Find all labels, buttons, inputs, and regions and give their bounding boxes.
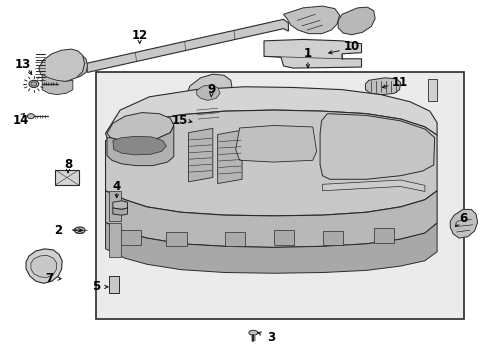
Polygon shape xyxy=(235,126,316,162)
Text: 13: 13 xyxy=(15,58,31,71)
Ellipse shape xyxy=(31,82,37,86)
Polygon shape xyxy=(107,113,173,141)
Polygon shape xyxy=(337,7,374,35)
Bar xyxy=(120,230,141,244)
Bar xyxy=(109,223,121,257)
Bar xyxy=(373,228,393,243)
Polygon shape xyxy=(113,201,127,210)
Polygon shape xyxy=(217,130,242,184)
Polygon shape xyxy=(105,222,436,273)
Polygon shape xyxy=(105,191,436,247)
Polygon shape xyxy=(365,78,400,95)
Polygon shape xyxy=(105,110,436,216)
Polygon shape xyxy=(283,6,339,34)
Polygon shape xyxy=(264,40,361,68)
Polygon shape xyxy=(186,74,232,108)
Text: 6: 6 xyxy=(458,212,466,225)
Polygon shape xyxy=(42,74,73,95)
Polygon shape xyxy=(31,255,57,278)
Polygon shape xyxy=(105,87,436,140)
Polygon shape xyxy=(86,19,288,72)
Bar xyxy=(224,232,245,246)
Ellipse shape xyxy=(27,114,34,119)
Bar xyxy=(109,191,121,221)
Bar xyxy=(427,79,436,101)
Bar xyxy=(55,170,79,185)
Polygon shape xyxy=(107,126,173,166)
Text: 3: 3 xyxy=(267,330,275,343)
Text: 11: 11 xyxy=(390,76,407,89)
Bar xyxy=(109,276,119,293)
Text: 15: 15 xyxy=(172,114,188,127)
Ellipse shape xyxy=(29,80,39,87)
Polygon shape xyxy=(320,114,434,179)
Polygon shape xyxy=(188,100,224,127)
Polygon shape xyxy=(449,210,477,238)
Text: 2: 2 xyxy=(54,224,62,237)
Text: 8: 8 xyxy=(64,158,72,171)
Text: 10: 10 xyxy=(343,40,359,53)
Polygon shape xyxy=(42,51,87,79)
Text: 1: 1 xyxy=(303,47,311,60)
Polygon shape xyxy=(39,49,84,81)
Text: 9: 9 xyxy=(207,83,215,96)
Bar xyxy=(273,230,294,244)
Polygon shape xyxy=(26,249,62,283)
Text: 4: 4 xyxy=(112,180,121,193)
Polygon shape xyxy=(196,85,220,100)
Polygon shape xyxy=(113,208,127,215)
Ellipse shape xyxy=(248,330,257,335)
Text: 7: 7 xyxy=(45,272,53,285)
Text: 14: 14 xyxy=(13,114,29,127)
Bar xyxy=(96,72,463,319)
Polygon shape xyxy=(322,180,424,192)
Polygon shape xyxy=(113,136,166,155)
Text: 12: 12 xyxy=(131,29,147,42)
Bar xyxy=(322,231,342,245)
Polygon shape xyxy=(188,129,212,182)
Ellipse shape xyxy=(74,227,85,233)
Bar xyxy=(166,232,186,246)
Text: 5: 5 xyxy=(91,280,100,293)
